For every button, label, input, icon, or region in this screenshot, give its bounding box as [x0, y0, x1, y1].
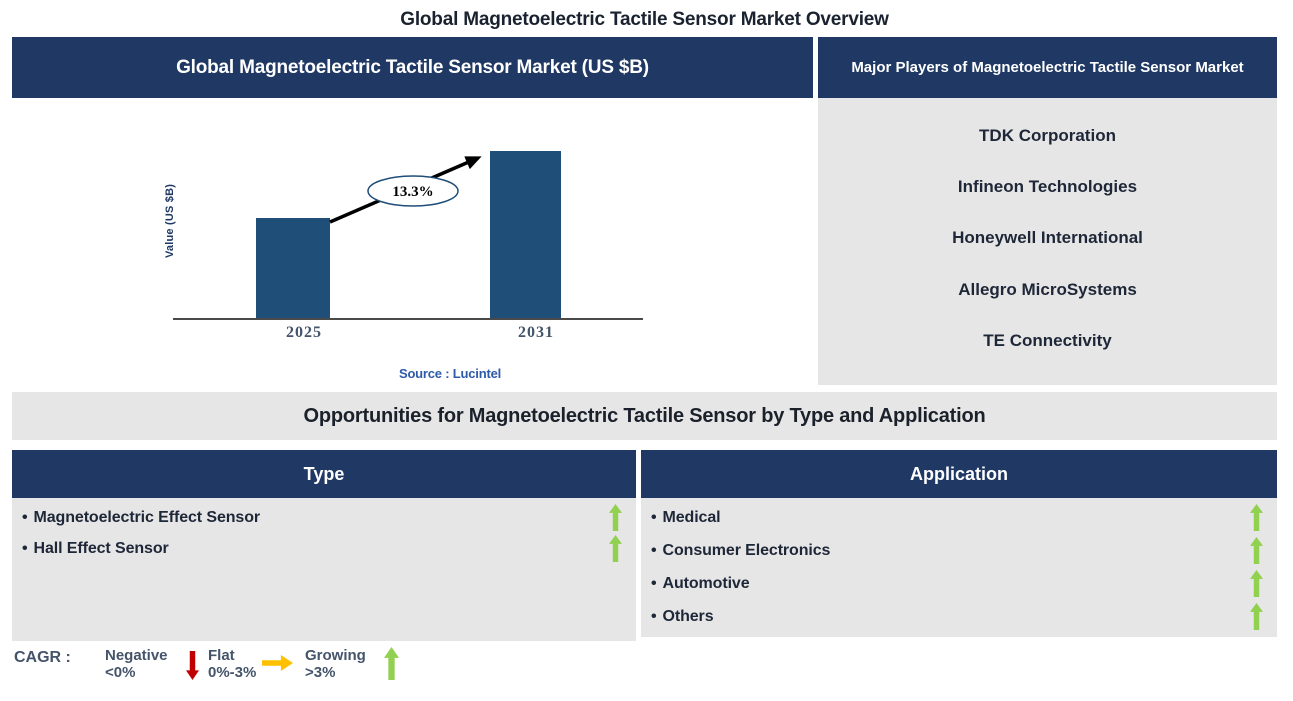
legend-entry-label: Negative — [105, 647, 168, 664]
application-item-label: Others — [662, 607, 714, 625]
bullet-icon: • — [22, 508, 28, 526]
company-name: Honeywell International — [952, 228, 1143, 248]
x-tick-2025: 2025 — [286, 324, 322, 341]
legend-entry-growing: Growing >3% — [305, 647, 366, 681]
source-label: Source : Lucintel — [398, 366, 502, 381]
legend-title: CAGR : — [14, 649, 71, 666]
application-item-label: Consumer Electronics — [662, 541, 831, 559]
company-name: Allegro MicroSystems — [958, 279, 1137, 299]
flat-right-arrow-icon — [262, 655, 293, 671]
application-panel-body: • Medical • Consumer Electronics • Automoti… — [641, 498, 1277, 637]
application-item-label: Medical — [662, 508, 721, 526]
list-item: • Hall Effect Sensor — [12, 533, 636, 564]
company-name: Infineon Technologies — [957, 177, 1138, 197]
x-tick-2031: 2031 — [518, 324, 554, 341]
market-chart-header: Global Magnetoelectric Tactile Sensor Ma… — [12, 37, 813, 98]
bullet-icon: • — [651, 607, 657, 625]
application-item-label: Automotive — [662, 574, 750, 592]
legend-entry-range: 0%-3% — [208, 664, 257, 681]
bullet-icon: • — [651, 574, 657, 592]
cagr-value: 13.3% — [392, 184, 433, 200]
bullet-icon: • — [22, 539, 28, 557]
legend-entry-label: Flat — [208, 647, 235, 664]
legend-entry-negative: Negative <0% — [105, 647, 168, 681]
opportunities-header: Opportunities for Magnetoelectric Tactil… — [12, 392, 1277, 440]
bar-2025 — [256, 218, 330, 318]
list-item: • Consumer Electronics — [641, 535, 1277, 566]
list-item: • Medical — [641, 502, 1277, 533]
legend-entry-flat: Flat 0%-3% — [208, 647, 256, 681]
list-item: • Others — [641, 601, 1277, 632]
major-players-list: TDK Corporation Infineon Technologies Ho… — [818, 98, 1277, 385]
cagr-legend: CAGR : Negative <0% Flat 0%-3% Growing >… — [0, 645, 470, 695]
growing-up-arrow-icon — [1250, 504, 1263, 531]
legend-entry-label: Growing — [305, 647, 366, 664]
type-item-label: Hall Effect Sensor — [33, 539, 169, 557]
type-item-label: Magnetoelectric Effect Sensor — [33, 508, 261, 526]
growing-up-arrow-icon — [1250, 570, 1263, 597]
type-panel-header: Type — [12, 450, 636, 498]
market-bar-chart: Value (US $B) 13.3% 2025 2031 Source : L… — [12, 98, 813, 392]
cagr-ellipse — [367, 175, 459, 207]
list-item: • Automotive — [641, 568, 1277, 599]
negative-down-arrow-icon — [186, 651, 199, 680]
growth-arrow — [329, 156, 482, 224]
growing-up-arrow-icon — [1250, 537, 1263, 564]
bar-2031 — [490, 151, 561, 318]
bullet-icon: • — [651, 508, 657, 526]
company-name: TDK Corporation — [979, 125, 1116, 145]
type-panel-body: • Magnetoelectric Effect Sensor • Hall Eff… — [12, 498, 636, 641]
list-item: • Magnetoelectric Effect Sensor — [12, 502, 636, 533]
page-title: Global Magnetoelectric Tactile Sensor Ma… — [400, 9, 889, 30]
legend-entry-range: <0% — [105, 664, 136, 681]
application-panel-header: Application — [641, 450, 1277, 498]
y-axis-label: Value (US $B) — [164, 183, 176, 258]
bullet-icon: • — [651, 541, 657, 559]
growing-up-arrow-icon — [609, 504, 622, 531]
growing-up-arrow-icon — [609, 535, 622, 562]
x-axis-line — [173, 318, 643, 320]
legend-entry-range: >3% — [305, 664, 336, 681]
company-name: TE Connectivity — [983, 331, 1112, 351]
cagr-annotation: 13.3% — [329, 156, 482, 224]
major-players-header: Major Players of Magnetoelectric Tactile… — [818, 37, 1277, 98]
growing-up-arrow-icon — [384, 647, 399, 680]
growing-up-arrow-icon — [1250, 603, 1263, 630]
